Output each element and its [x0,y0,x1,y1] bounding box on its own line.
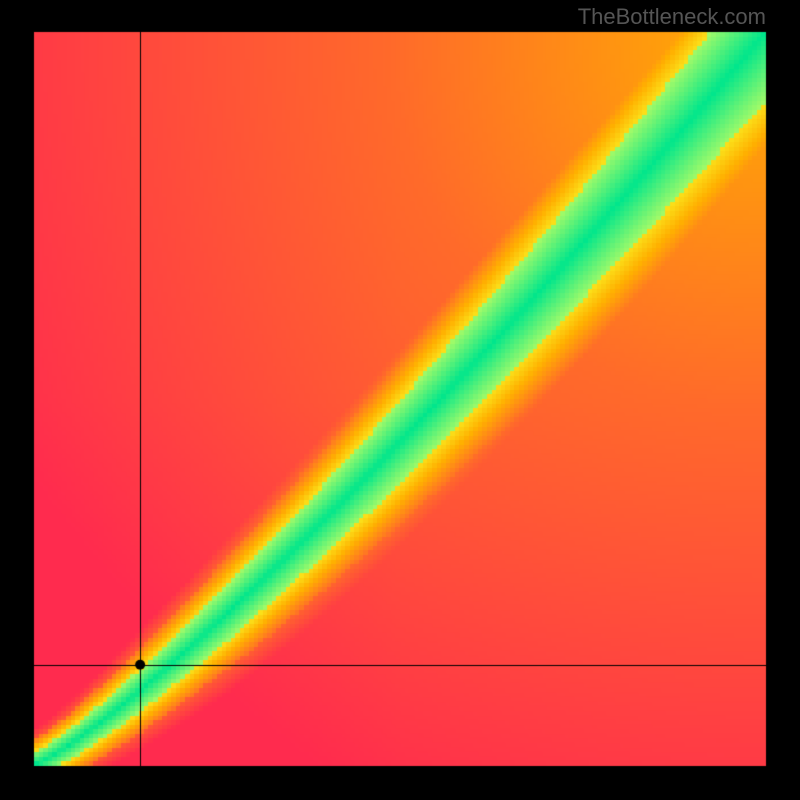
chart-container: TheBottleneck.com [0,0,800,800]
attribution-watermark: TheBottleneck.com [578,4,766,30]
bottleneck-heatmap [0,0,800,800]
